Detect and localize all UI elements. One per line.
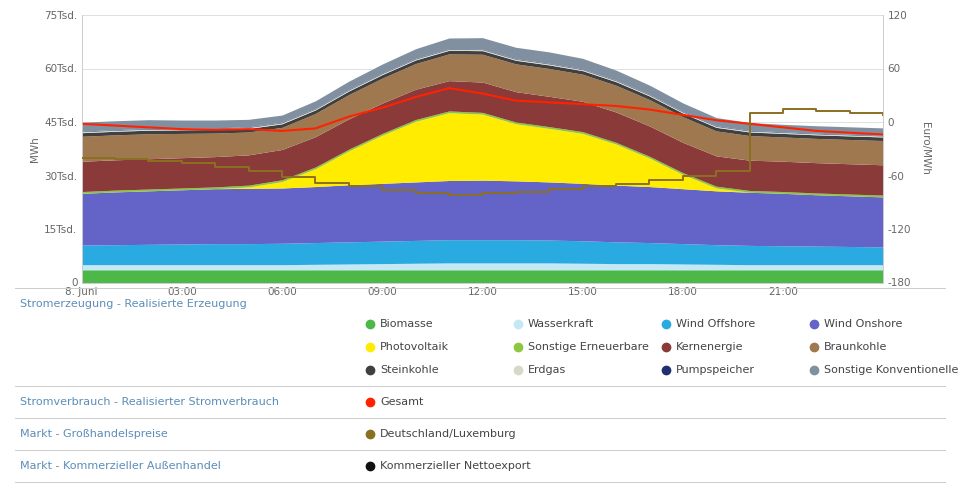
Text: Kernenergie: Kernenergie: [676, 342, 743, 352]
Text: Sonstige Konventionelle: Sonstige Konventionelle: [824, 365, 958, 375]
Text: Markt - Kommerzieller Außenhandel: Markt - Kommerzieller Außenhandel: [20, 461, 221, 471]
Text: Photovoltaik: Photovoltaik: [380, 342, 449, 352]
Text: Deutschland/Luxemburg: Deutschland/Luxemburg: [380, 429, 516, 439]
Text: Biomasse: Biomasse: [380, 319, 434, 329]
Text: Stromerzeugung - Realisierte Erzeugung: Stromerzeugung - Realisierte Erzeugung: [20, 299, 247, 309]
Text: Wasserkraft: Wasserkraft: [528, 319, 594, 329]
Text: Gesamt: Gesamt: [380, 397, 423, 407]
Text: Steinkohle: Steinkohle: [380, 365, 439, 375]
Text: Wind Onshore: Wind Onshore: [824, 319, 902, 329]
Text: Braunkohle: Braunkohle: [824, 342, 887, 352]
Text: Pumpspeicher: Pumpspeicher: [676, 365, 755, 375]
Y-axis label: MWh: MWh: [30, 136, 40, 162]
Y-axis label: Euro/MWh: Euro/MWh: [921, 122, 930, 175]
Text: Stromverbrauch - Realisierter Stromverbrauch: Stromverbrauch - Realisierter Stromverbr…: [20, 397, 279, 407]
Text: Erdgas: Erdgas: [528, 365, 566, 375]
Text: Kommerzieller Nettoexport: Kommerzieller Nettoexport: [380, 461, 531, 471]
Text: Sonstige Erneuerbare: Sonstige Erneuerbare: [528, 342, 649, 352]
Text: Wind Offshore: Wind Offshore: [676, 319, 756, 329]
Text: Markt - Großhandelspreise: Markt - Großhandelspreise: [20, 429, 168, 439]
